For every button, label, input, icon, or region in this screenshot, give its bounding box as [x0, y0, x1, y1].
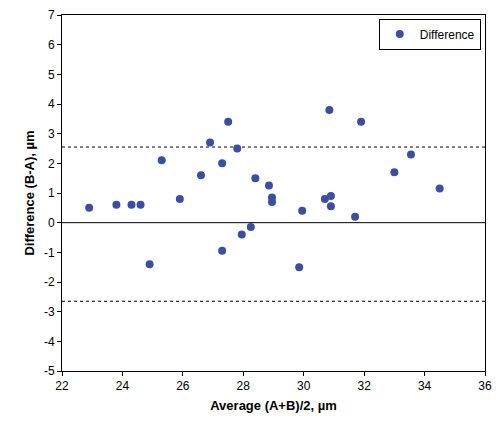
svg-text:-4: -4 — [44, 335, 55, 349]
svg-text:4: 4 — [48, 97, 55, 111]
svg-text:0: 0 — [48, 216, 55, 230]
svg-text:5: 5 — [48, 68, 55, 82]
svg-text:26: 26 — [176, 379, 190, 393]
svg-text:24: 24 — [116, 379, 130, 393]
svg-text:22: 22 — [55, 379, 69, 393]
svg-text:34: 34 — [418, 379, 432, 393]
svg-text:3: 3 — [48, 127, 55, 141]
svg-text:6: 6 — [48, 38, 55, 52]
svg-text:-1: -1 — [44, 246, 55, 260]
svg-text:1: 1 — [48, 186, 55, 200]
svg-text:7: 7 — [48, 8, 55, 22]
svg-text:Difference: Difference — [420, 28, 475, 42]
svg-text:28: 28 — [237, 379, 251, 393]
svg-text:-3: -3 — [44, 305, 55, 319]
svg-text:-5: -5 — [44, 364, 55, 378]
svg-text:30: 30 — [297, 379, 311, 393]
svg-text:Difference (B-A), µm: Difference (B-A), µm — [22, 130, 37, 255]
svg-text:2: 2 — [48, 157, 55, 171]
svg-text:-2: -2 — [44, 275, 55, 289]
svg-text:36: 36 — [478, 379, 492, 393]
svg-text:32: 32 — [357, 379, 371, 393]
svg-text:Average (A+B)/2, µm: Average (A+B)/2, µm — [210, 398, 337, 413]
